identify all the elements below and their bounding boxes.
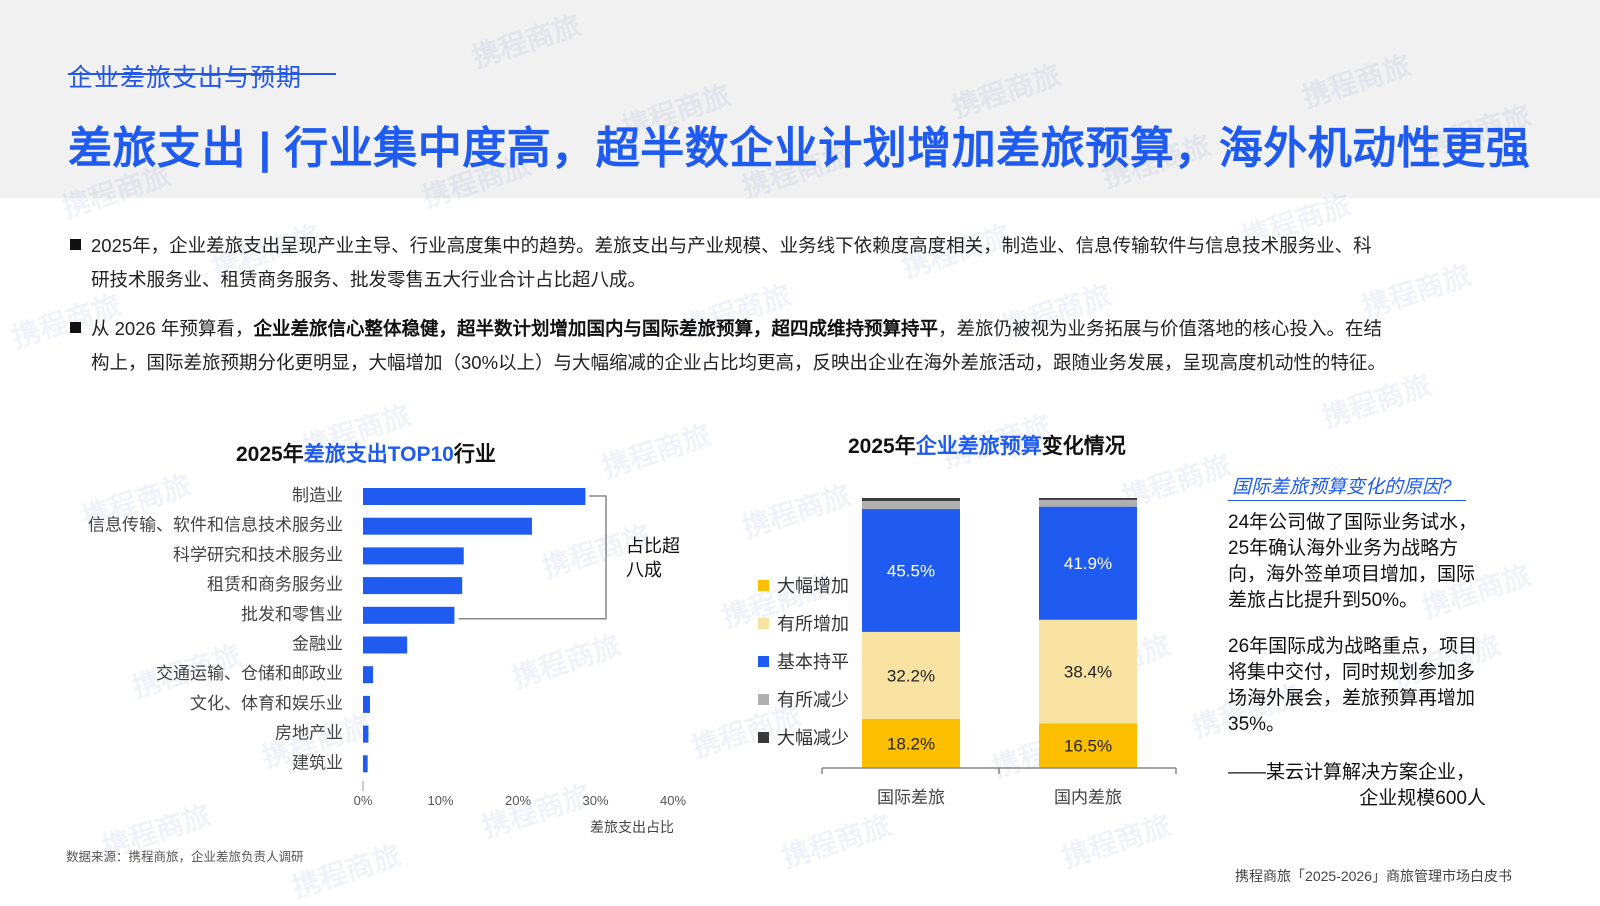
right-stacked-bar-chart: 18.2% 32.2% 45.5% 国际差旅 16.5% 38.4% 41.9% 国内差旅 (821, 498, 1177, 807)
left-chart-title-suffix: 行业 (453, 443, 496, 466)
bullet-2-bold: 企业差旅信心整体稳健，超半数计划增加国内与国际差旅预算，超四成维持预算持平 (253, 318, 938, 339)
legend-item: 基本持平 (758, 642, 849, 680)
legend-swatch (758, 617, 769, 629)
bullet-2-text-2: ，差旅仍被视为业务拓展与价值落地的核心投入。在结 (937, 318, 1382, 339)
stacked-segment (862, 500, 960, 510)
bullet-2-text-1: 从 2026 年预算看， (91, 318, 254, 339)
bullet-1-line1: 2025年，企业差旅支出呈现产业主导、行业高度集中的趋势。差旅支出与产业规模、业… (91, 235, 1372, 256)
bullet-square-icon (70, 322, 81, 333)
legend-item: 有所增加 (758, 604, 849, 642)
right-chart-legend: 大幅增加有所增加基本持平有所减少大幅减少 (758, 566, 849, 756)
side-paragraph-2: 26年国际成为战略重点，项目将集中交付，同时规划参加多场海外展会，差旅预算再增加… (1228, 636, 1478, 735)
category-label: 建筑业 (292, 753, 343, 772)
stacked-segment (1039, 506, 1137, 620)
stacked-segment (862, 509, 960, 632)
bar (363, 606, 455, 624)
stacked-segment (1039, 498, 1137, 500)
footer-note: 携程商旅「2025-2026」商旅管理市场白皮书 (1235, 868, 1512, 884)
stacked-segment (1039, 619, 1137, 724)
category-label: 国际差旅 (877, 788, 945, 807)
category-label: 科学研究和技术服务业 (173, 545, 343, 564)
segment-value-label: 45.5% (887, 561, 935, 580)
segment-value-label: 32.2% (887, 666, 935, 685)
side-paragraph-1: 24年公司做了国际业务试水，25年确认海外业务为战略方向，海外签单项目增加，国际… (1228, 512, 1478, 611)
category-label: 文化、体育和娱乐业 (190, 694, 343, 713)
category-label: 制造业 (292, 486, 343, 505)
bullet-1-line2: 研技术服务业、租赁商务服务、批发零售五大行业合计占比超八成。 (91, 269, 647, 290)
bar (363, 488, 586, 505)
category-label: 批发和零售业 (241, 605, 343, 624)
legend-swatch (758, 731, 769, 743)
bar (363, 666, 374, 684)
segment-value-label: 16.5% (1064, 737, 1112, 756)
page-title: 差旅支出 | 行业集中度高，超半数企业计划增加差旅预算，海外机动性更强 (68, 124, 1531, 173)
bar (363, 547, 464, 565)
left-chart-title-highlight: 差旅支出TOP10 (303, 443, 454, 466)
top5-bracket (458, 495, 607, 620)
section-label: 企业差旅支出与预期 (68, 64, 303, 92)
legend-item: 有所减少 (758, 680, 849, 718)
right-chart-title-prefix: 2025年 (848, 435, 916, 458)
category-label: 交通运输、仓储和邮政业 (156, 664, 343, 683)
category-label: 信息传输、软件和信息技术服务业 (88, 516, 343, 535)
side-quote-line1: ——某云计算解决方案企业， (1228, 762, 1476, 783)
stacked-segment (862, 631, 960, 719)
left-bar-chart: 制造业信息传输、软件和信息技术服务业科学研究和技术服务业租赁和商务服务业批发和零… (88, 486, 686, 835)
left-chart-title: 2025年差旅支出TOP10行业 (236, 438, 496, 468)
legend-label: 大幅减少 (777, 728, 849, 748)
bracket-label-line2: 八成 (626, 560, 662, 580)
x-tick-label: 0% (354, 793, 373, 808)
side-quote: ——某云计算解决方案企业， 企业规模600人 (1228, 760, 1486, 812)
category-label: 金融业 (292, 635, 343, 654)
legend-label: 大幅增加 (777, 576, 849, 596)
bar (363, 577, 463, 595)
bullet-2-line2: 构上，国际差旅预期分化更明显，大幅增加（30%以上）与大幅缩减的企业占比均更高，… (91, 352, 1387, 373)
stacked-segment (1039, 723, 1137, 768)
bracket-label-line1: 占比超 (626, 536, 680, 556)
source-note: 数据来源：携程商旅，企业差旅负责人调研 (66, 850, 304, 864)
side-question: 国际差旅预算变化的原因? (1232, 477, 1452, 498)
right-chart-title: 2025年企业差旅预算变化情况 (848, 430, 1126, 460)
bar (363, 517, 532, 535)
segment-value-label: 41.9% (1064, 554, 1112, 573)
legend-label: 有所减少 (777, 690, 849, 710)
legend-label: 基本持平 (777, 652, 849, 672)
x-tick-label: 10% (427, 793, 453, 808)
bar (363, 636, 408, 654)
stacked-segment (862, 498, 960, 501)
bullet-1: 2025年，企业差旅支出呈现产业主导、行业高度集中的趋势。差旅支出与产业规模、业… (70, 229, 1510, 297)
left-chart-title-prefix: 2025年 (236, 443, 304, 466)
bar (363, 755, 368, 773)
bullet-square-icon (70, 239, 81, 250)
legend-swatch (758, 655, 769, 667)
x-axis-label: 差旅支出占比 (590, 819, 674, 835)
bullet-2: 从 2026 年预算看，企业差旅信心整体稳健，超半数计划增加国内与国际差旅预算，… (70, 312, 1510, 380)
side-question-underline (1228, 500, 1466, 501)
category-label: 国内差旅 (1054, 788, 1122, 807)
legend-item: 大幅减少 (758, 718, 849, 756)
side-quote-line2: 企业规模600人 (1359, 788, 1486, 809)
stacked-segment (862, 718, 960, 768)
x-tick-label: 40% (660, 793, 686, 808)
x-tick-label: 30% (582, 793, 608, 808)
segment-value-label: 18.2% (887, 734, 935, 753)
x-tick-label: 20% (505, 793, 531, 808)
header-band (0, 0, 1600, 198)
segment-value-label: 38.4% (1064, 663, 1112, 682)
legend-swatch (758, 693, 769, 705)
legend-swatch (758, 579, 769, 591)
legend-item: 大幅增加 (758, 566, 849, 604)
legend-label: 有所增加 (777, 614, 849, 634)
section-label-strike (68, 73, 336, 75)
bar (363, 725, 369, 743)
right-chart-title-highlight: 企业差旅预算 (915, 435, 1042, 458)
stacked-segment (1039, 499, 1137, 507)
category-label: 房地产业 (275, 724, 343, 743)
bar (363, 695, 370, 713)
right-chart-title-suffix: 变化情况 (1041, 435, 1126, 458)
category-label: 租赁和商务服务业 (207, 575, 343, 594)
